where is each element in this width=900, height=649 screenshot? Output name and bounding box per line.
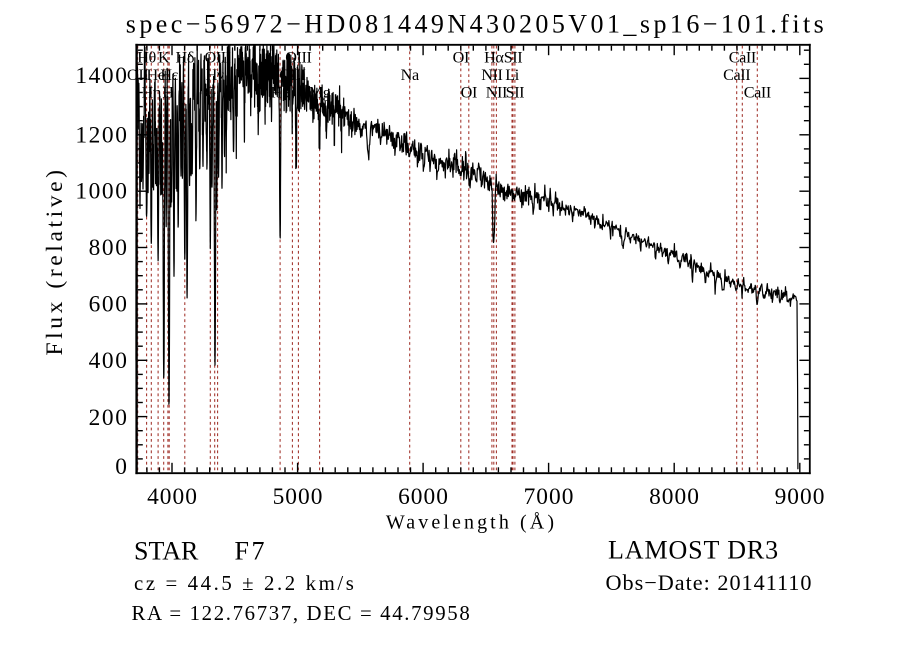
svg-text:G: G — [205, 84, 217, 102]
svg-text:F7: F7 — [235, 537, 268, 566]
svg-text:1000: 1000 — [75, 179, 128, 205]
svg-text:H: H — [162, 84, 174, 102]
svg-text:5000: 5000 — [273, 484, 324, 510]
svg-text:200: 200 — [89, 405, 129, 431]
svg-text:SII: SII — [506, 84, 525, 102]
svg-text:Obs−Date: 20141110: Obs−Date: 20141110 — [606, 570, 813, 595]
svg-text:9000: 9000 — [775, 484, 826, 510]
svg-text:Li: Li — [505, 66, 519, 84]
svg-text:Hα: Hα — [484, 49, 504, 67]
svg-text:1400: 1400 — [75, 63, 128, 89]
svg-text:NII: NII — [486, 84, 507, 102]
svg-text:8000: 8000 — [649, 484, 700, 510]
svg-text:Na: Na — [401, 66, 419, 84]
svg-text:600: 600 — [89, 291, 129, 317]
svg-text:OIII: OIII — [204, 49, 230, 67]
svg-text:CaII: CaII — [723, 66, 750, 84]
svg-text:K: K — [158, 49, 170, 67]
svg-text:cz = 44.5 ± 2.2 km/s: cz = 44.5 ± 2.2 km/s — [134, 572, 356, 595]
svg-text:STAR: STAR — [134, 537, 199, 566]
svg-text:0: 0 — [115, 454, 128, 480]
svg-text:Hη: Hη — [142, 84, 161, 102]
svg-text:400: 400 — [89, 348, 129, 374]
svg-text:Hε: Hε — [160, 66, 178, 84]
svg-text:spec−56972−HD081449N430205V01_: spec−56972−HD081449N430205V01_sp16−101.f… — [126, 10, 828, 39]
svg-text:OIII: OIII — [285, 49, 311, 67]
svg-text:Hγ: Hγ — [206, 66, 224, 84]
svg-text:LAMOST DR3: LAMOST DR3 — [608, 536, 779, 565]
svg-text:4000: 4000 — [147, 484, 198, 510]
svg-text:Wavelength (Å): Wavelength (Å) — [386, 512, 557, 534]
svg-text:Flux (relative): Flux (relative) — [42, 166, 68, 355]
svg-text:7000: 7000 — [524, 484, 575, 510]
svg-text:CaII: CaII — [744, 84, 771, 102]
svg-text:CaII: CaII — [729, 49, 756, 67]
svg-text:Hδ: Hδ — [176, 49, 195, 67]
svg-text:NII: NII — [481, 66, 502, 84]
svg-text:OII: OII — [127, 66, 148, 84]
svg-text:RA = 122.76737, DEC = 44.7995: RA = 122.76737, DEC = 44.79958 — [132, 602, 472, 625]
svg-text:6000: 6000 — [398, 484, 449, 510]
svg-text:800: 800 — [89, 235, 129, 261]
svg-text:Mg: Mg — [309, 84, 331, 102]
svg-text:OI: OI — [453, 49, 469, 67]
svg-text:Hβ: Hβ — [271, 84, 290, 102]
svg-text:1200: 1200 — [75, 122, 128, 148]
svg-text:HeI: HeI — [147, 66, 170, 84]
svg-text:OIII: OIII — [279, 66, 305, 84]
svg-text:Hθ: Hθ — [137, 49, 156, 67]
svg-text:OI: OI — [461, 84, 477, 102]
svg-text:SII: SII — [504, 49, 523, 67]
